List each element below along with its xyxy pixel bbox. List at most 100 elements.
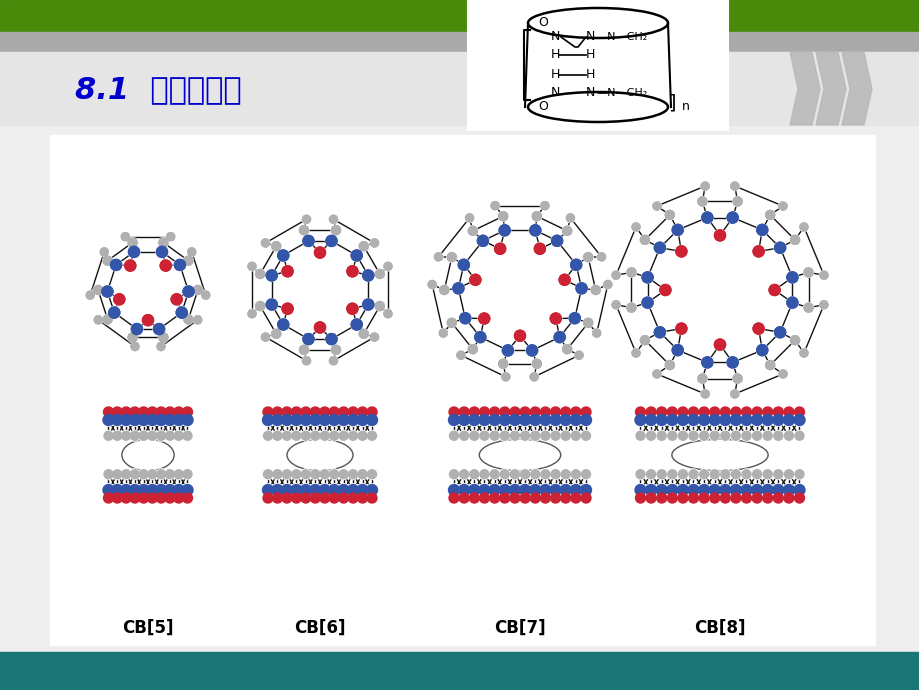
Circle shape xyxy=(165,484,176,495)
Circle shape xyxy=(111,414,123,426)
Circle shape xyxy=(631,349,640,357)
Circle shape xyxy=(85,290,95,299)
Circle shape xyxy=(261,333,269,341)
Circle shape xyxy=(469,469,479,480)
Circle shape xyxy=(529,415,540,426)
Circle shape xyxy=(266,270,277,281)
Circle shape xyxy=(351,250,362,261)
Circle shape xyxy=(338,415,348,426)
Circle shape xyxy=(671,224,683,236)
Circle shape xyxy=(261,333,269,342)
Circle shape xyxy=(570,259,581,270)
Circle shape xyxy=(697,414,709,426)
Circle shape xyxy=(458,259,469,270)
Circle shape xyxy=(676,406,688,418)
Text: N: N xyxy=(584,86,594,99)
Circle shape xyxy=(112,493,122,503)
Circle shape xyxy=(631,223,640,231)
Circle shape xyxy=(338,484,348,495)
Circle shape xyxy=(630,222,640,231)
Circle shape xyxy=(302,333,313,344)
Circle shape xyxy=(652,370,660,378)
Circle shape xyxy=(665,492,677,504)
Circle shape xyxy=(700,390,709,398)
Circle shape xyxy=(452,282,464,295)
Circle shape xyxy=(751,484,762,495)
Circle shape xyxy=(698,197,706,206)
Circle shape xyxy=(698,374,706,383)
Circle shape xyxy=(773,326,785,338)
Circle shape xyxy=(762,431,772,441)
Circle shape xyxy=(452,283,463,294)
Circle shape xyxy=(128,333,137,342)
Circle shape xyxy=(570,484,581,495)
Circle shape xyxy=(309,414,322,426)
Circle shape xyxy=(500,431,509,440)
Circle shape xyxy=(479,407,489,417)
Circle shape xyxy=(328,484,339,495)
Circle shape xyxy=(732,197,742,206)
Circle shape xyxy=(688,470,698,479)
Circle shape xyxy=(310,493,320,503)
Circle shape xyxy=(130,484,141,495)
Circle shape xyxy=(655,431,666,441)
Circle shape xyxy=(819,271,827,279)
Circle shape xyxy=(580,469,591,480)
Circle shape xyxy=(142,314,153,326)
Circle shape xyxy=(566,214,573,222)
Circle shape xyxy=(301,493,311,503)
Circle shape xyxy=(783,493,793,503)
Circle shape xyxy=(329,431,338,440)
Circle shape xyxy=(591,286,599,295)
Circle shape xyxy=(509,484,520,495)
Circle shape xyxy=(656,493,666,503)
Circle shape xyxy=(266,299,277,310)
Circle shape xyxy=(592,328,601,337)
Circle shape xyxy=(782,414,794,426)
Circle shape xyxy=(94,315,103,324)
Circle shape xyxy=(147,469,157,480)
Circle shape xyxy=(331,345,341,355)
Circle shape xyxy=(569,313,580,324)
Circle shape xyxy=(159,333,168,342)
Bar xyxy=(0,32,919,52)
Circle shape xyxy=(539,484,550,495)
Circle shape xyxy=(302,215,311,224)
Circle shape xyxy=(299,225,309,235)
Circle shape xyxy=(100,248,108,256)
Circle shape xyxy=(730,182,738,190)
Circle shape xyxy=(675,323,686,335)
Circle shape xyxy=(329,356,337,365)
Circle shape xyxy=(494,244,505,255)
Circle shape xyxy=(478,406,490,418)
Circle shape xyxy=(94,316,102,324)
Circle shape xyxy=(802,268,812,277)
Circle shape xyxy=(698,470,708,479)
Circle shape xyxy=(558,274,570,286)
Circle shape xyxy=(499,431,509,441)
Circle shape xyxy=(756,224,767,235)
Circle shape xyxy=(701,357,712,368)
Circle shape xyxy=(666,469,677,480)
Circle shape xyxy=(498,414,511,426)
Circle shape xyxy=(101,286,113,297)
Circle shape xyxy=(792,484,805,496)
Circle shape xyxy=(183,470,192,479)
Circle shape xyxy=(130,493,140,503)
Circle shape xyxy=(187,248,196,256)
Circle shape xyxy=(562,226,571,235)
Circle shape xyxy=(580,431,591,441)
Circle shape xyxy=(121,233,130,241)
Circle shape xyxy=(698,407,709,417)
Circle shape xyxy=(700,181,709,190)
Circle shape xyxy=(741,407,751,417)
Circle shape xyxy=(714,230,725,241)
Circle shape xyxy=(677,469,687,480)
Circle shape xyxy=(138,484,149,495)
Circle shape xyxy=(478,313,490,324)
Circle shape xyxy=(366,484,378,496)
Circle shape xyxy=(310,469,320,480)
Circle shape xyxy=(611,271,619,279)
Circle shape xyxy=(93,285,103,295)
Circle shape xyxy=(786,297,797,308)
